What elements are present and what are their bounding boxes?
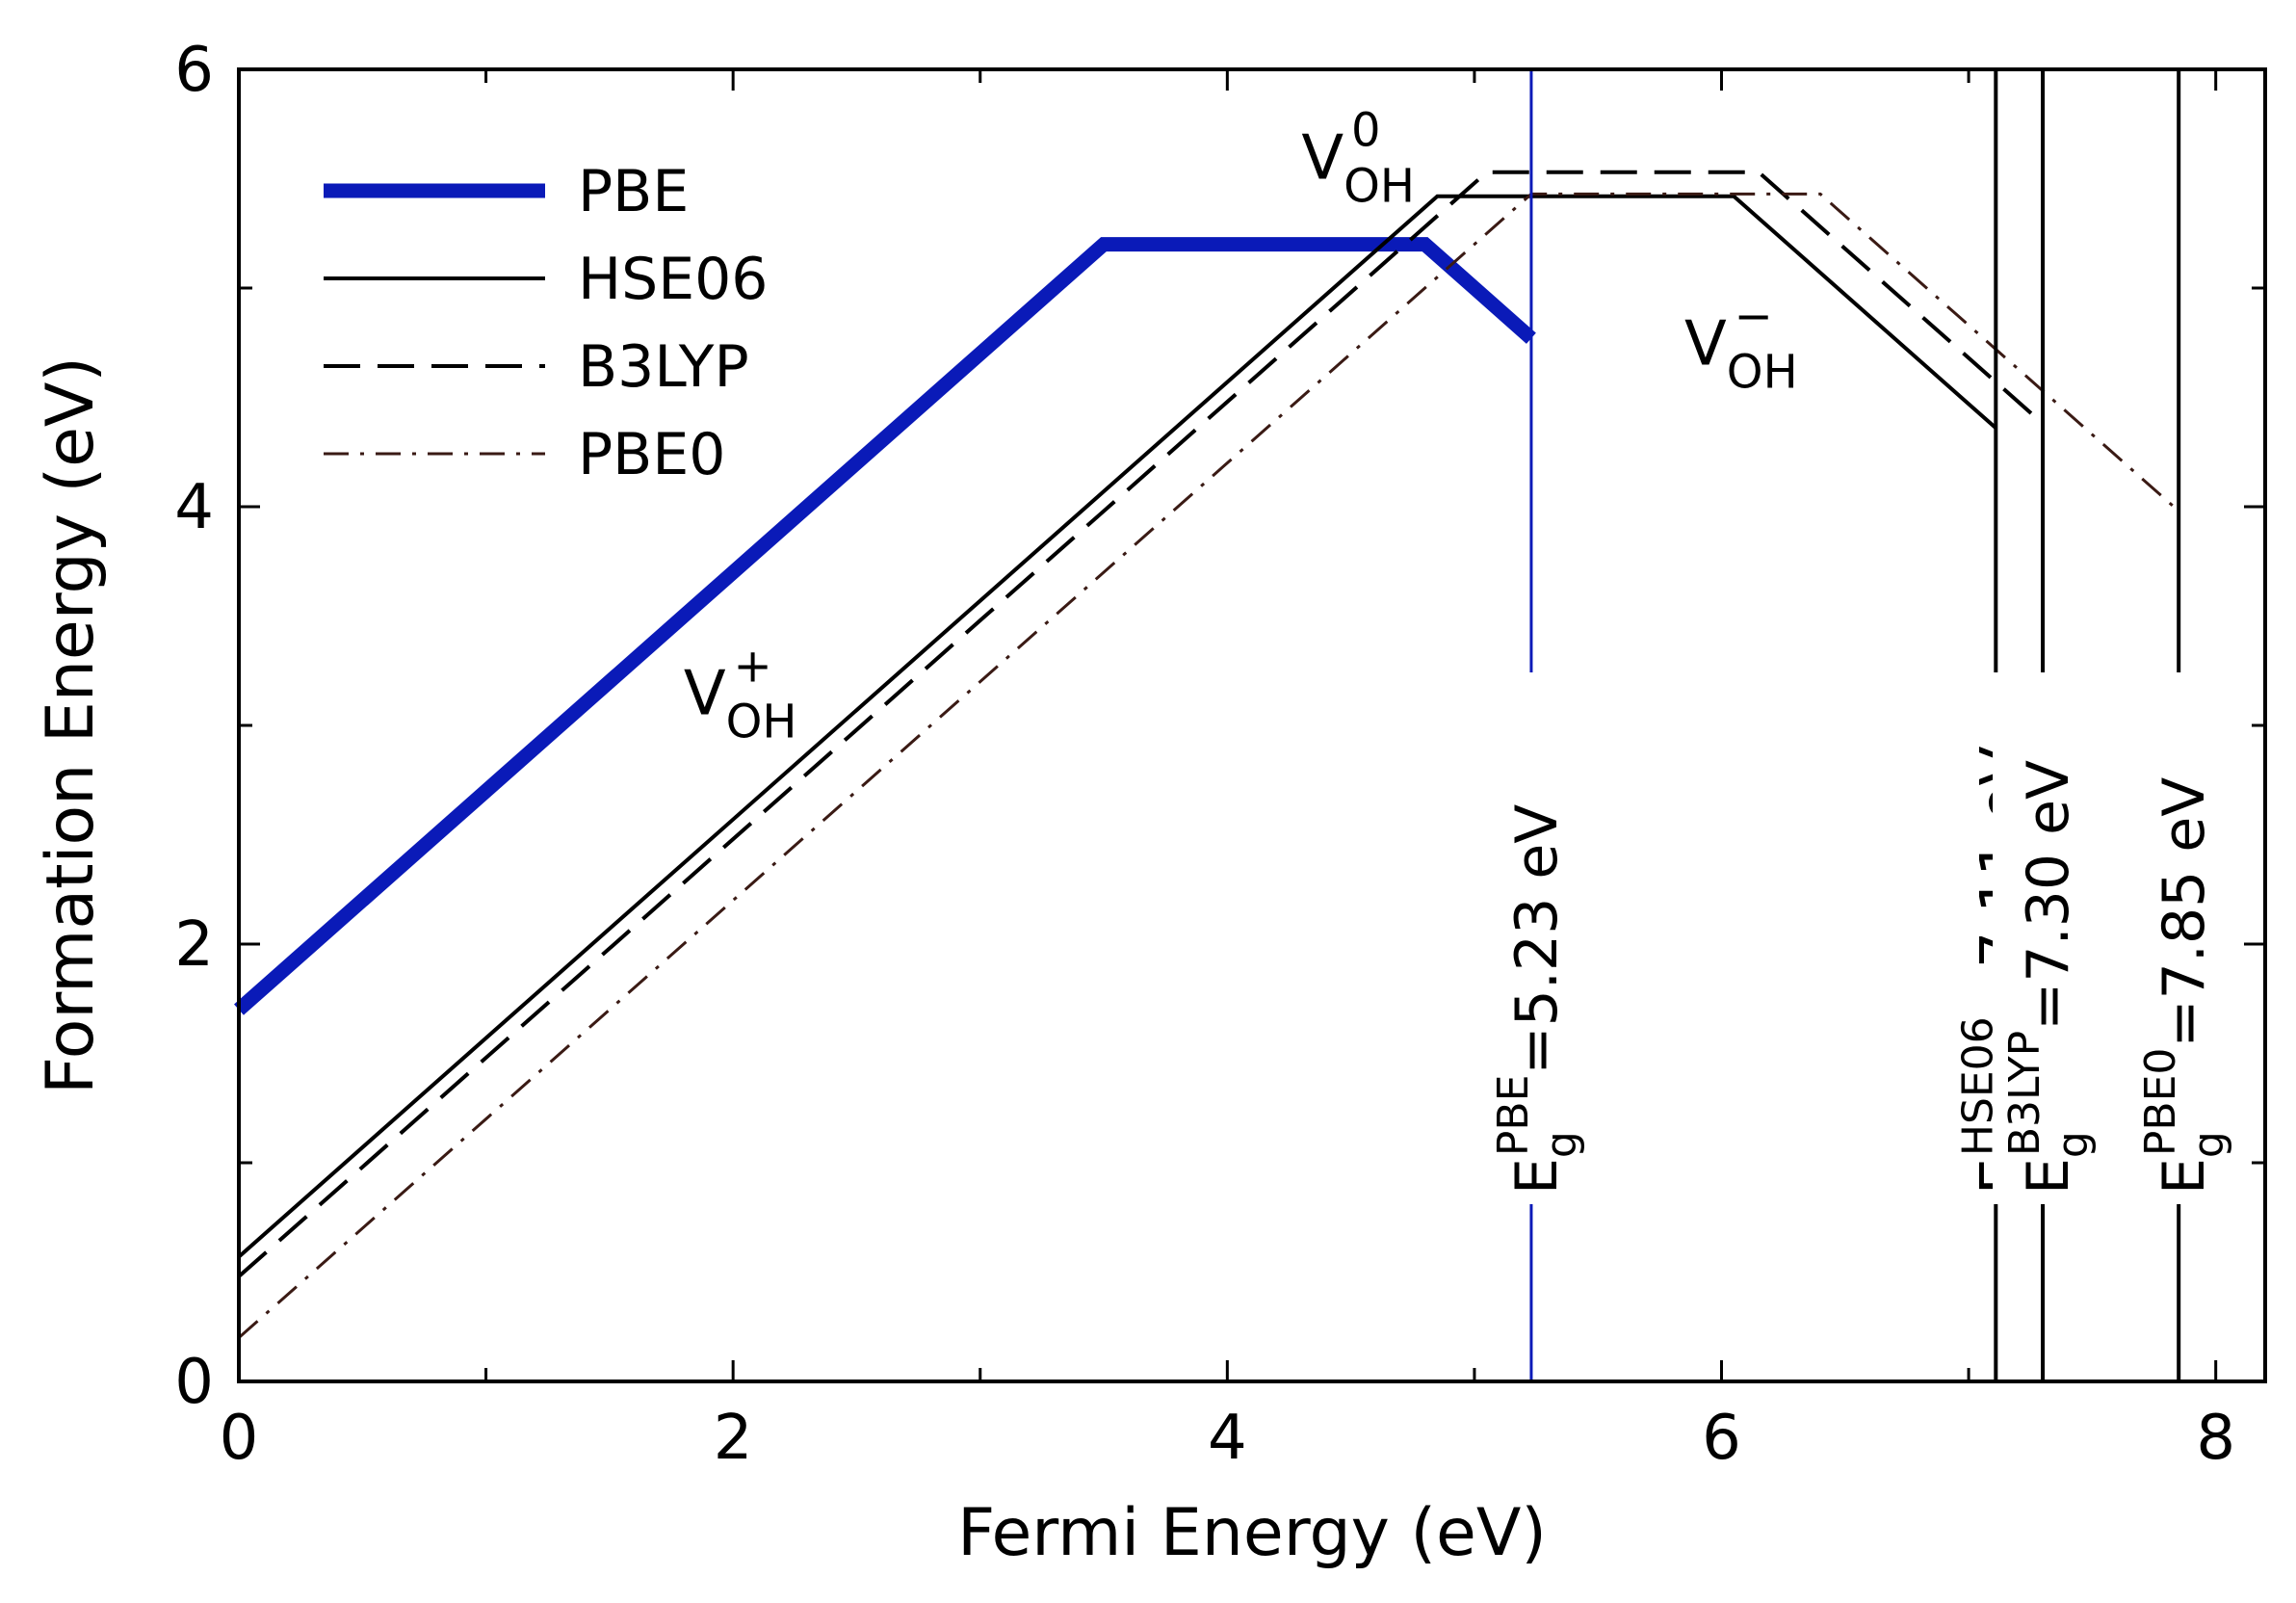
y-tick-label: 4 bbox=[174, 472, 214, 543]
legend-label-pbe0: PBE0 bbox=[578, 421, 725, 488]
y-tick-label: 0 bbox=[174, 1347, 214, 1418]
series-line-hse06 bbox=[237, 194, 1997, 1259]
band-gap-label-bg-b3lyp bbox=[1993, 672, 2094, 1204]
y-tick-label: 2 bbox=[174, 909, 214, 981]
legend-label-b3lyp: B3LYP bbox=[578, 333, 749, 401]
y-axis-label: Formation Energy (eV) bbox=[33, 356, 109, 1094]
annotation-layer: VOH+ VOH0 VOH− bbox=[684, 104, 1798, 749]
y-tick-label: 6 bbox=[174, 35, 214, 106]
series-layer bbox=[234, 170, 2180, 1339]
x-axis-label: Fermi Energy (eV) bbox=[957, 1495, 1547, 1571]
legend-label-hse06: HSE06 bbox=[578, 246, 768, 313]
band-gap-label-pbe: EgPBE=5.23 eV bbox=[1489, 804, 1586, 1195]
x-tick-label: 4 bbox=[1208, 1403, 1247, 1474]
x-tick-label: 0 bbox=[220, 1403, 259, 1474]
series-line-b3lyp bbox=[237, 170, 2045, 1278]
band-gap-label-bg-pbe bbox=[1480, 672, 1581, 1204]
series-line-pbe bbox=[234, 237, 1536, 1015]
x-tick-label: 2 bbox=[714, 1403, 753, 1474]
legend: PBE HSE06 B3LYP PBE0 bbox=[324, 158, 768, 488]
x-tick-label: 6 bbox=[1702, 1403, 1741, 1474]
annotation-v-oh-plus: VOH+ bbox=[684, 640, 797, 749]
gap-line-layer: EgPBE=5.23 eVEgHSE06=7.11 eVEgB3LYP=7.30… bbox=[1480, 69, 2233, 1381]
band-gap-label-pbe0: EgPBE0=7.85 eV bbox=[2136, 777, 2233, 1195]
annotation-v-oh-zero: VOH0 bbox=[1301, 104, 1415, 214]
series-line-pbe0 bbox=[238, 192, 2180, 1339]
x-tick-label: 8 bbox=[2196, 1403, 2235, 1474]
band-gap-label-bg-pbe0 bbox=[2128, 672, 2230, 1204]
axes-layer: 0 2 4 6 8 0 2 4 6 bbox=[174, 35, 2267, 1474]
annotation-v-oh-minus: VOH− bbox=[1684, 289, 1798, 399]
legend-label-pbe: PBE bbox=[578, 158, 689, 225]
band-gap-label-b3lyp: EgB3LYP=7.30 eV bbox=[2000, 760, 2098, 1195]
